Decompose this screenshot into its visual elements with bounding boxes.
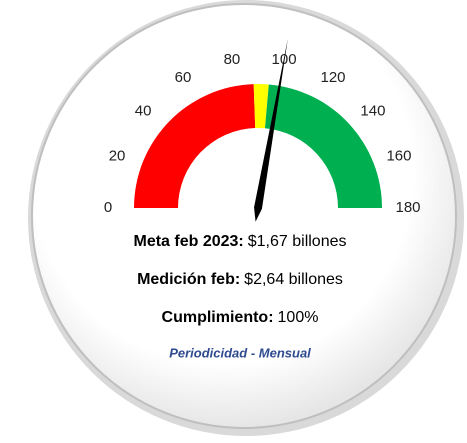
info-line: Meta feb 2023: $1,67 billones bbox=[133, 233, 346, 250]
info-text: $2,64 billones bbox=[244, 271, 343, 288]
tick-label: 160 bbox=[386, 148, 411, 165]
dial-face bbox=[31, 3, 457, 429]
tick-label: 20 bbox=[109, 148, 126, 165]
gauge-band bbox=[253, 83, 269, 129]
needle bbox=[254, 38, 288, 222]
info-text: 100% bbox=[278, 309, 319, 326]
info-label: Medición feb: bbox=[137, 271, 240, 288]
tick-label: 80 bbox=[224, 51, 241, 68]
tick-label: 0 bbox=[104, 199, 112, 216]
gauge: 020406080100120140160180 bbox=[104, 38, 421, 222]
tick-label: 120 bbox=[320, 69, 345, 86]
info-label: Meta feb 2023: bbox=[133, 233, 243, 250]
tick-label: 40 bbox=[135, 103, 152, 120]
tick-label: 180 bbox=[395, 199, 420, 216]
info-line: Medición feb: $2,64 billones bbox=[137, 271, 343, 288]
info-line: Cumplimiento: 100% bbox=[162, 309, 319, 326]
info-label: Cumplimiento: bbox=[162, 309, 274, 326]
info-text: $1,67 billones bbox=[248, 233, 347, 250]
gauge-band bbox=[134, 84, 256, 208]
gauge-band bbox=[264, 84, 382, 208]
tick-label: 60 bbox=[175, 69, 192, 86]
tick-label: 140 bbox=[360, 103, 385, 120]
footnote: Periodicidad - Mensual bbox=[169, 345, 311, 360]
